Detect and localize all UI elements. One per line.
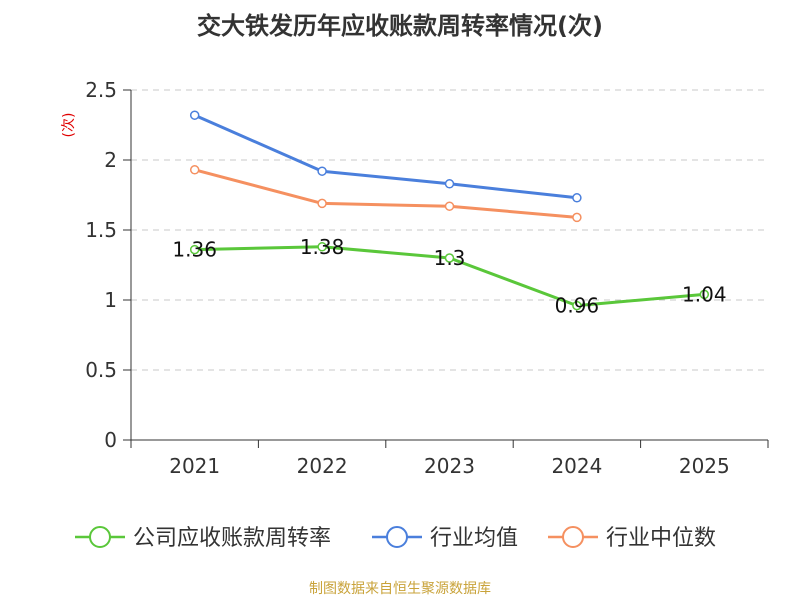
legend-label: 行业均值: [430, 526, 518, 551]
data-point: [317, 242, 327, 252]
gridlines: [131, 89, 768, 371]
data-point: [572, 193, 582, 203]
x-tick-label: 2024: [551, 454, 602, 478]
axes: 0 0.5 1 1.5 2 2.5 2021 2022 2023 2024 2025: [85, 78, 769, 478]
y-axis-title: (次): [61, 113, 77, 138]
y-tick-label: 1: [104, 288, 117, 312]
y-tick-label: 0: [104, 428, 117, 452]
x-tick-label: 2023: [424, 454, 475, 478]
data-label: 1.3: [434, 246, 466, 270]
data-label: 0.96: [555, 294, 600, 318]
series-line-1: [194, 113, 578, 200]
source-note: 制图数据来自恒生聚源数据库: [309, 581, 491, 597]
data-point: [444, 253, 455, 263]
legend-swatch-marker: [386, 526, 408, 548]
data-label: 1.38: [300, 235, 345, 259]
legend-label: 公司应收账款周转率: [133, 526, 331, 551]
y-tick-label: 2.5: [85, 78, 117, 102]
data-label: 1.36: [172, 238, 217, 262]
legend-swatch-marker: [562, 526, 584, 548]
data-point: [572, 300, 582, 311]
data-point: [317, 198, 327, 209]
y-tick-label: 2: [104, 148, 117, 172]
y-tick-label: 1.5: [85, 218, 117, 242]
data-point: [317, 166, 327, 176]
data-point: [699, 289, 710, 300]
data-point: [444, 201, 455, 211]
x-tick-label: 2021: [169, 454, 220, 478]
data-point: [189, 165, 200, 175]
series-lines: [189, 110, 710, 311]
chart-title: 交大铁发历年应收账款周转率情况(次): [197, 12, 603, 40]
legend-swatch-marker: [89, 526, 111, 548]
data-labels: 1.36 1.38 1.3 0.96 1.04: [172, 235, 726, 318]
y-tick-label: 0.5: [85, 358, 117, 382]
legend-label: 行业中位数: [606, 526, 716, 551]
x-tick-label: 2025: [679, 454, 730, 478]
x-tick-label: 2022: [297, 454, 348, 478]
data-point: [444, 179, 455, 189]
series-line-2: [194, 168, 578, 219]
legend: 公司应收账款周转率 行业均值 行业中位数: [75, 526, 716, 551]
data-point: [572, 212, 582, 223]
data-point: [189, 110, 200, 120]
data-label: 1.04: [682, 282, 727, 306]
data-point: [189, 244, 200, 255]
